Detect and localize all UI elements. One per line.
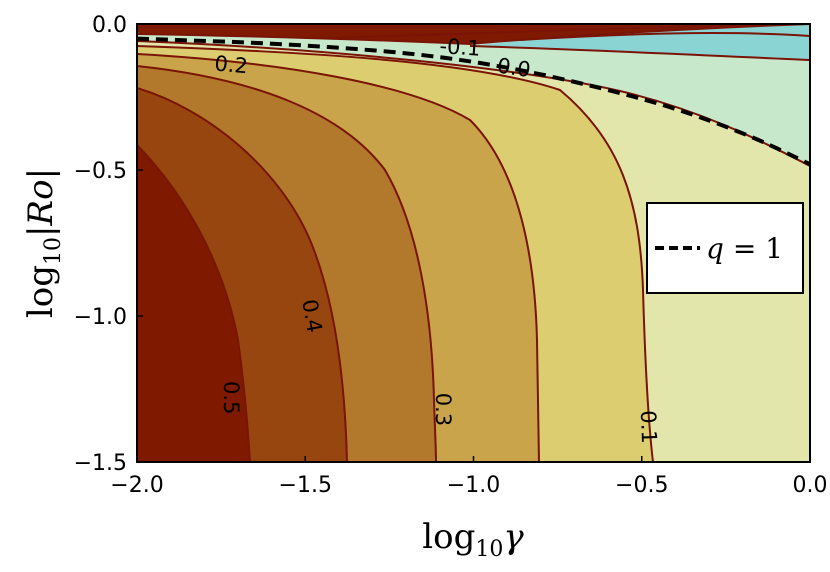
contour-line-0.2 bbox=[137, 53, 540, 462]
contour-label-0.1: 0.1 bbox=[636, 410, 661, 444]
contour-line-top-2 bbox=[329, 24, 761, 39]
legend: q = 1 bbox=[646, 202, 804, 294]
contour-fill-negative bbox=[137, 24, 810, 165]
contour-label-0.5: 0.5 bbox=[219, 381, 243, 414]
contour-line-0.4 bbox=[137, 87, 348, 462]
x-tick-label: 0.0 bbox=[793, 473, 828, 498]
x-tick-label: −2.0 bbox=[110, 473, 163, 498]
contour-labels: 0.5 0.4 0.3 0.2 0.1 0.0 -0.1 bbox=[214, 34, 662, 444]
y-axis-ticks: 0.0 −0.5 −1.0 −1.5 bbox=[74, 13, 143, 476]
contour-label-0.4: 0.4 bbox=[297, 297, 326, 334]
y-axis-label: log10|Ro| bbox=[21, 168, 66, 318]
x-axis-ticks: −2.0 −1.5 −1.0 −0.5 0.0 bbox=[110, 456, 828, 498]
y-tick-label: −0.5 bbox=[74, 159, 127, 184]
y-tick-label: −1.5 bbox=[74, 451, 127, 476]
x-tick-label: −1.5 bbox=[279, 473, 332, 498]
contour-fills bbox=[137, 24, 810, 462]
contour-lines bbox=[137, 24, 810, 462]
contour-label-text: 0.5 bbox=[219, 381, 243, 414]
x-tick-label: −1.0 bbox=[447, 473, 500, 498]
x-axis-label: log10γ bbox=[422, 517, 524, 562]
contour-label-0.3: 0.3 bbox=[431, 393, 455, 426]
contour-fill-0.5 bbox=[137, 145, 250, 462]
contour-line-top-1 bbox=[137, 24, 810, 46]
contour-line-0.5 bbox=[137, 144, 251, 462]
contour-line-negative bbox=[469, 45, 810, 61]
contour-label-0.0: 0.0 bbox=[496, 54, 532, 82]
legend-label: q = 1 bbox=[706, 232, 783, 265]
y-tick-label: −1.0 bbox=[74, 305, 127, 330]
contour-line-0.1 bbox=[137, 45, 654, 462]
contour-label-text: -0.1 bbox=[439, 34, 482, 61]
contour-line-0.3 bbox=[137, 65, 437, 462]
contour-label-text: 0.0 bbox=[496, 54, 532, 82]
y-tick-label: 0.0 bbox=[92, 13, 127, 38]
contour-label-text: 0.1 bbox=[636, 410, 661, 444]
contour-label-text: 0.2 bbox=[214, 51, 249, 78]
contour-label-text: 0.3 bbox=[431, 393, 455, 426]
q1-dashed-curve bbox=[137, 36, 810, 166]
contour-label-text: 0.4 bbox=[297, 297, 326, 334]
contour-line-top-3 bbox=[519, 32, 810, 41]
x-tick-label: −0.5 bbox=[615, 473, 668, 498]
contour-label-0.2: 0.2 bbox=[214, 51, 249, 78]
contour-label--0.1: -0.1 bbox=[439, 34, 482, 61]
